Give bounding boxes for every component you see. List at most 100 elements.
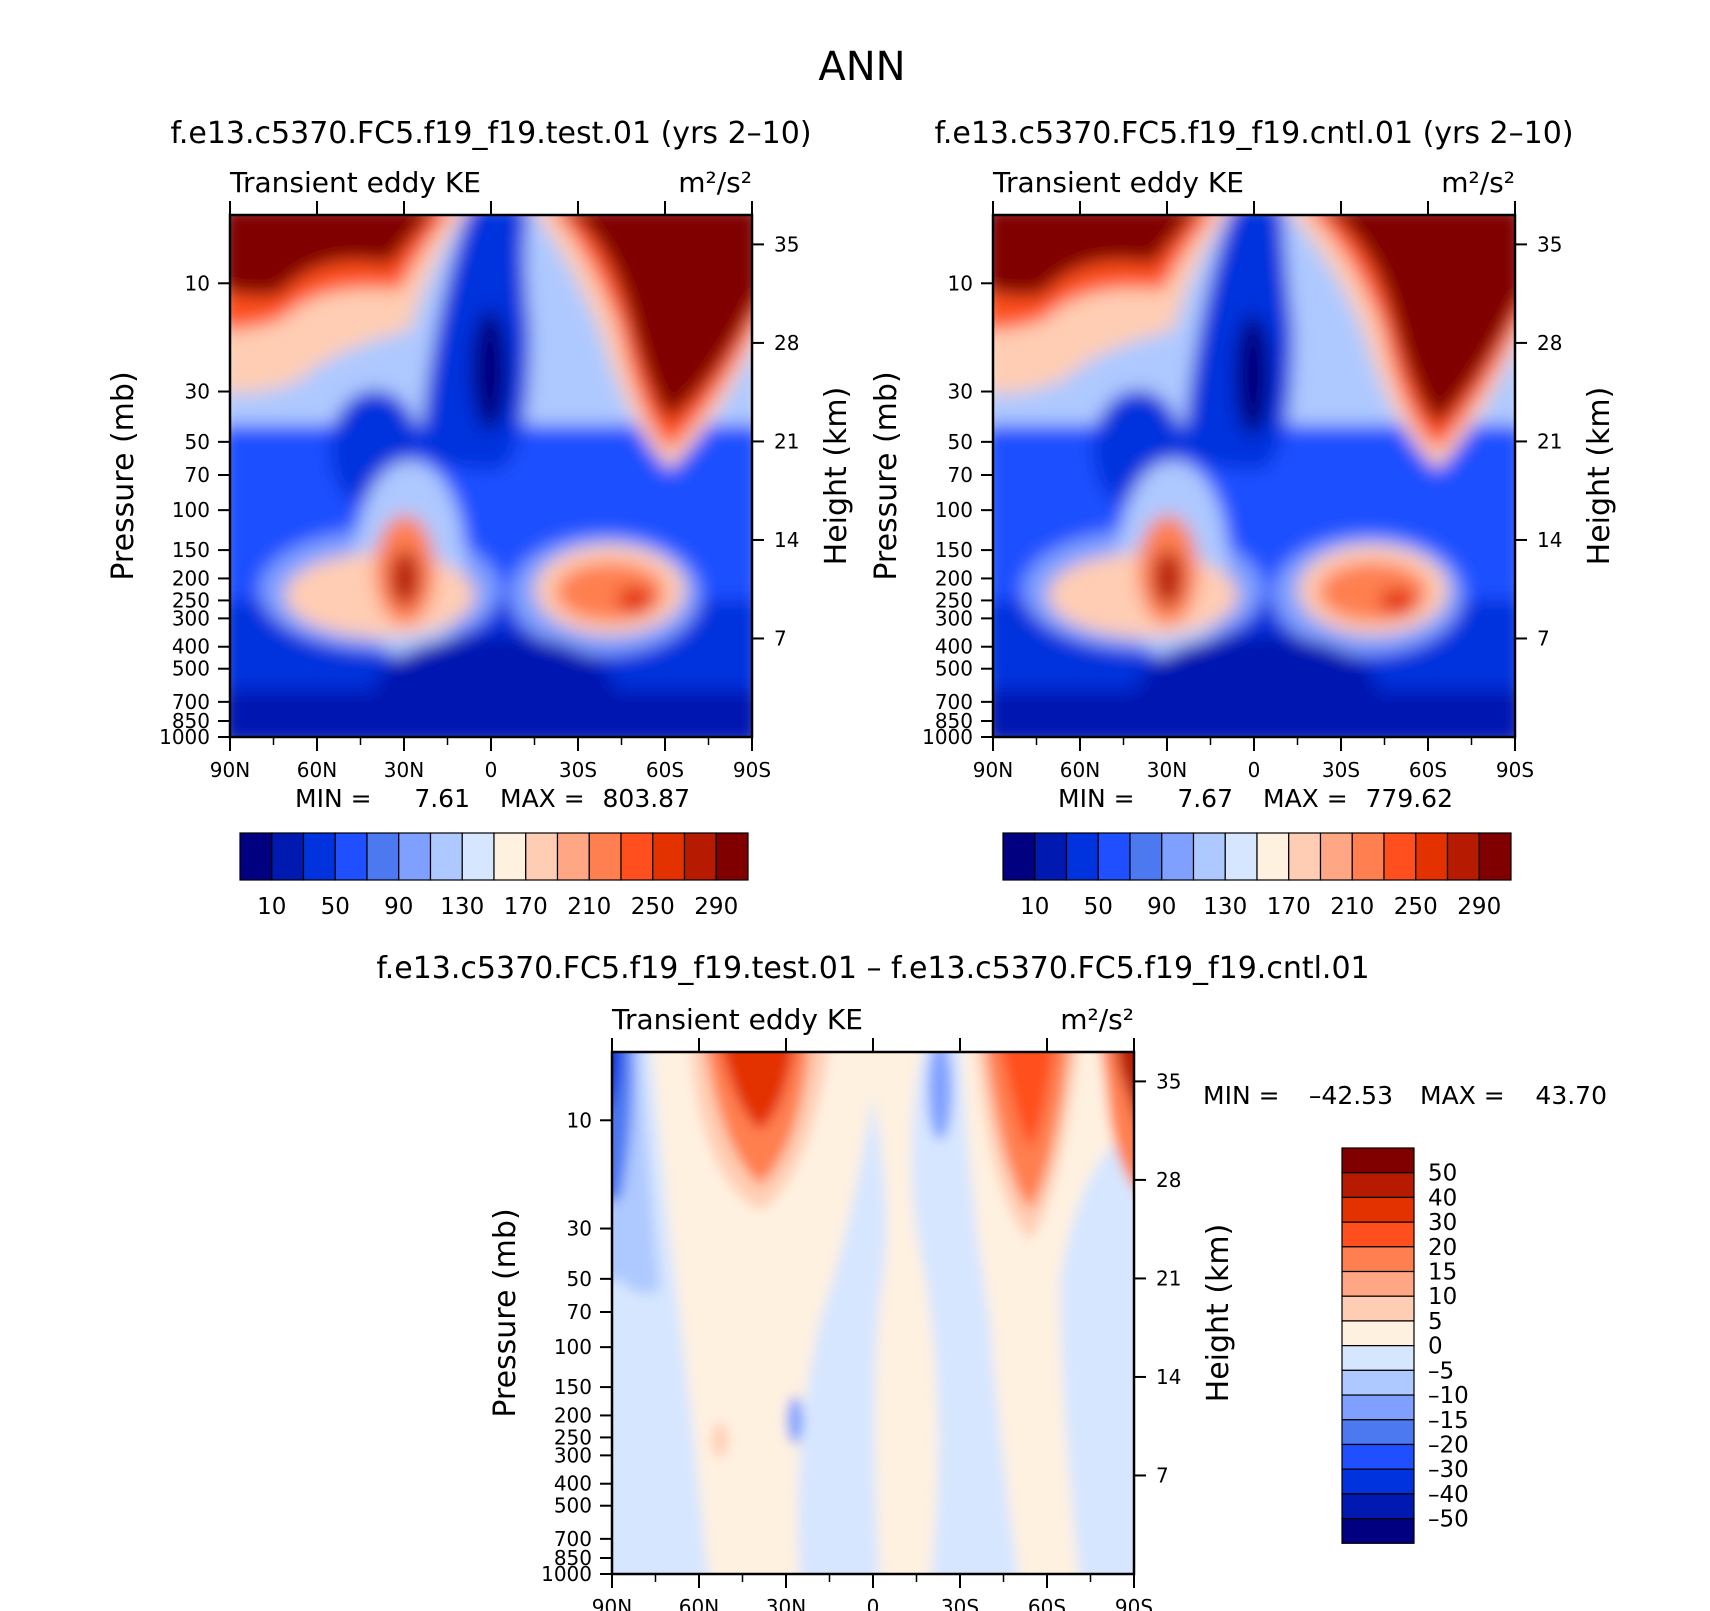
height-tick-label: 7 [1156,1463,1169,1487]
colorbar-label: –5 [1428,1358,1454,1384]
pressure-tick-label: 50 [567,1267,592,1291]
panel-test-height-label: Height (km) [819,387,854,566]
colorbar-swatch [493,832,527,881]
pressure-tick-label: 200 [554,1403,592,1427]
colorbar-label: 290 [694,894,738,920]
colorbar-swatch [683,832,717,881]
colorbar-swatch [1065,832,1099,881]
colorbar-label: –15 [1428,1408,1469,1434]
colorbar-swatch [1341,1394,1415,1421]
colorbar-swatch [1341,1443,1415,1470]
pressure-tick-label: 10 [948,271,973,295]
panel-test-colorbar: 10 50 90 130 170 210 250 290 [239,832,749,920]
lat-tick-label: 60S [1409,758,1447,782]
pressure-tick-label: 50 [948,430,973,454]
lat-tick-label: 60N [1060,758,1100,782]
colorbar-swatch [1478,832,1512,881]
panel-cntl-min-label: MIN = [1058,784,1135,813]
lat-tick-label: 60S [646,758,684,782]
panel-cntl-max-label: MAX = [1263,784,1348,813]
lat-tick-label: 90S [1115,1595,1153,1611]
colorbar-label: 15 [1428,1260,1457,1286]
panel-cntl-height-label: Height (km) [1582,387,1617,566]
colorbar-swatch [429,832,463,881]
panel-diff-height-label: Height (km) [1201,1224,1236,1403]
colorbar-label: 30 [1428,1210,1457,1236]
colorbar-swatch [271,832,305,881]
colorbar-swatch [620,832,654,881]
colorbar-swatch [366,832,400,881]
panel-diff-subtitle-right: m²/s² [1060,1003,1134,1036]
panel-diff-pressure-label: Pressure (mb) [488,1208,523,1417]
lat-tick-label: 30N [384,758,424,782]
lat-tick-label: 90N [210,758,250,782]
colorbar-swatch [1341,1147,1415,1174]
pressure-tick-label: 1000 [159,725,210,749]
colorbar-swatch [1341,1172,1415,1199]
height-tick-label: 21 [1537,429,1562,453]
pressure-tick-label: 10 [185,271,210,295]
pressure-tick-label: 50 [185,430,210,454]
pressure-tick-label: 850 [554,1546,592,1570]
pressure-tick-label: 150 [935,538,973,562]
lat-tick-label: 30N [1147,758,1187,782]
lat-tick-label: 30S [1322,758,1360,782]
colorbar-label: 10 [1428,1284,1457,1310]
colorbar-label: 130 [1203,894,1247,920]
colorbar-swatch [1351,832,1385,881]
pressure-tick-label: 700 [935,690,973,714]
height-tick-label: 21 [774,429,799,453]
pressure-tick-label: 1000 [922,725,973,749]
panel-cntl: f.e13.c5370.FC5.f19_f19.cntl.01 (yrs 2–1… [869,116,1617,920]
colorbar-swatch [398,832,432,881]
panel-cntl-subtitle-right: m²/s² [1441,166,1515,199]
panel-test-max-value: 803.87 [603,784,690,813]
colorbar-swatch [715,832,749,881]
colorbar-label: 10 [1020,894,1049,920]
colorbar-swatch [1341,1270,1415,1297]
colorbar-swatch [1341,1320,1415,1347]
colorbar-label: 50 [321,894,350,920]
pressure-tick-label: 70 [948,463,973,487]
colorbar-label: –10 [1428,1383,1469,1409]
colorbar-label: 0 [1428,1334,1443,1360]
lat-tick-label: 30N [766,1595,806,1611]
panel-cntl-title: f.e13.c5370.FC5.f19_f19.cntl.01 (yrs 2–1… [934,116,1573,151]
pressure-tick-label: 1000 [541,1562,592,1586]
lat-tick-label: 0 [485,758,498,782]
height-tick-label: 7 [774,626,787,650]
pressure-tick-label: 400 [172,635,210,659]
pressure-tick-label: 300 [935,606,973,630]
colorbar-swatch [1341,1221,1415,1248]
panel-cntl-pressure-label: Pressure (mb) [869,371,904,580]
panel-diff-min-value: –42.53 [1309,1081,1393,1110]
panel-test: f.e13.c5370.FC5.f19_f19.test.01 (yrs 2–1… [106,116,854,920]
height-tick-label: 35 [1156,1069,1181,1093]
colorbar-swatch [1341,1295,1415,1322]
pressure-tick-label: 70 [185,463,210,487]
panel-diff-max-label: MAX = [1420,1081,1505,1110]
colorbar-label: 50 [1084,894,1113,920]
panel-diff-subtitle-left: Transient eddy KE [611,1003,863,1036]
pressure-tick-label: 300 [172,606,210,630]
colorbar-label: 40 [1428,1185,1457,1211]
pressure-tick-label: 30 [567,1217,592,1241]
colorbar-label: 50 [1428,1161,1457,1187]
colorbar-label: 210 [1330,894,1374,920]
pressure-tick-label: 700 [172,690,210,714]
pressure-tick-label: 30 [185,380,210,404]
pressure-tick-label: 150 [554,1375,592,1399]
pressure-tick-label: 500 [935,657,973,681]
colorbar-swatch [1097,832,1131,881]
panel-test-field [230,215,752,737]
colorbar-label: 5 [1428,1309,1443,1335]
height-tick-label: 7 [1537,626,1550,650]
colorbar-swatch [1192,832,1226,881]
pressure-tick-label: 850 [935,709,973,733]
panel-test-height-ticks: 35 28 21 14 7 [752,232,799,650]
height-tick-label: 28 [1156,1168,1181,1192]
colorbar-label: 170 [504,894,548,920]
